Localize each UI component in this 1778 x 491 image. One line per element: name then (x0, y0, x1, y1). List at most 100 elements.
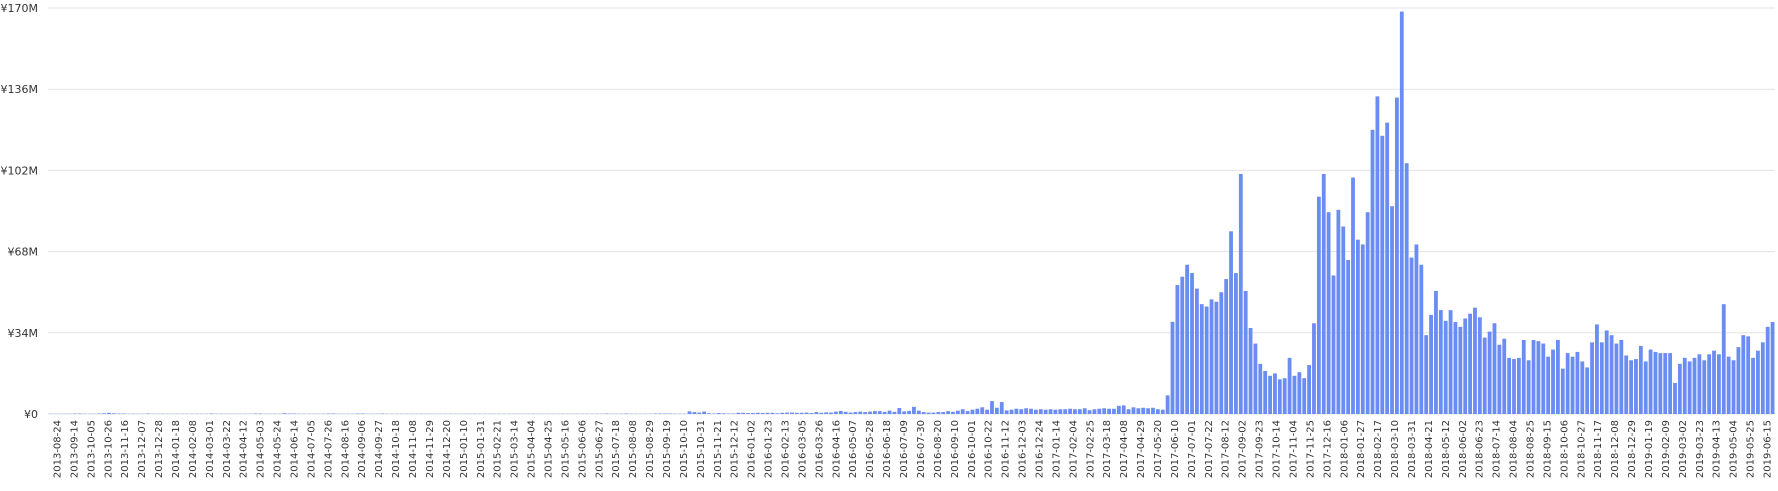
bar (966, 411, 970, 414)
x-tick-label: 2016-07-30 (916, 420, 927, 478)
bar (1678, 364, 1682, 414)
bar (1380, 136, 1384, 414)
x-tick-label: 2015-10-10 (679, 420, 690, 478)
x-tick-label: 2016-06-18 (882, 420, 893, 478)
bar (1658, 353, 1662, 414)
bar (1654, 352, 1658, 414)
bar (1254, 344, 1258, 414)
bar (1044, 410, 1048, 414)
bar (1151, 408, 1155, 414)
bar (1054, 410, 1058, 414)
bar (1205, 307, 1209, 414)
bar (951, 412, 955, 414)
x-tick-label: 2018-04-21 (1424, 420, 1435, 478)
bar (1468, 314, 1472, 414)
bar (985, 410, 989, 414)
bar (1302, 378, 1306, 414)
x-tick-label: 2018-02-17 (1373, 420, 1384, 478)
bar (1141, 408, 1145, 414)
bar (1366, 212, 1370, 414)
x-tick-label: 2015-11-21 (713, 420, 724, 478)
x-tick-label: 2014-01-18 (171, 420, 182, 478)
x-tick-label: 2016-02-13 (781, 420, 792, 478)
bar (1390, 206, 1394, 414)
bar (1722, 304, 1726, 414)
bar (717, 413, 721, 414)
bar (1610, 335, 1614, 414)
bar (1541, 344, 1545, 414)
bar (1517, 358, 1521, 414)
x-tick-label: 2018-03-31 (1407, 420, 1418, 478)
bar (1410, 258, 1414, 414)
bar (1332, 275, 1336, 414)
x-tick-label: 2014-12-20 (442, 420, 453, 478)
bar (1497, 345, 1501, 414)
bar (1771, 322, 1775, 414)
bar (1088, 410, 1092, 414)
x-tick-label: 2016-05-07 (848, 420, 859, 478)
x-tick-label: 2018-10-06 (1559, 420, 1570, 478)
bar (1663, 353, 1667, 414)
bar (1493, 323, 1497, 414)
x-tick-label: 2019-03-02 (1678, 420, 1689, 478)
bar (1263, 371, 1267, 414)
x-tick-label: 2016-10-22 (984, 420, 995, 478)
bar (971, 410, 975, 414)
bar (1034, 410, 1038, 414)
bar (1180, 277, 1184, 414)
bar (810, 413, 814, 414)
x-tick-label: 2017-04-29 (1136, 420, 1147, 478)
bar (1629, 360, 1633, 414)
bar (1385, 123, 1389, 414)
bar (1288, 358, 1292, 414)
x-tick-label: 2019-01-19 (1644, 420, 1655, 478)
bar (766, 413, 770, 414)
x-tick-label: 2016-05-28 (865, 420, 876, 478)
bar (1127, 409, 1131, 414)
x-tick-label: 2019-06-15 (1763, 420, 1774, 478)
x-tick-label: 2018-11-17 (1593, 420, 1604, 478)
bar (1005, 410, 1009, 414)
x-tick-label: 2019-05-25 (1746, 420, 1757, 478)
bar (1566, 353, 1570, 414)
y-tick-label: ¥136M (1, 83, 39, 96)
x-tick-label: 2015-05-16 (560, 420, 571, 478)
bar (746, 413, 750, 414)
bar (814, 412, 818, 414)
bar (1697, 354, 1701, 414)
bar (1527, 360, 1531, 414)
bar (1766, 327, 1770, 414)
bar (1063, 409, 1067, 414)
x-tick-label: 2015-09-19 (662, 420, 673, 478)
x-tick-label: 2014-09-27 (374, 420, 385, 478)
bar (853, 412, 857, 414)
bar (756, 413, 760, 414)
x-tick-label: 2015-01-31 (476, 420, 487, 478)
bar (1215, 302, 1219, 414)
bar (795, 413, 799, 414)
bar (1707, 354, 1711, 414)
bar (1556, 340, 1560, 414)
bar (1219, 292, 1223, 414)
bar (1502, 339, 1506, 414)
bar (1717, 354, 1721, 414)
bar (1346, 260, 1350, 414)
x-tick-label: 2016-03-05 (797, 420, 808, 478)
bar (800, 413, 804, 414)
y-tick-label: ¥102M (1, 164, 39, 177)
bar (741, 413, 745, 414)
bar (1634, 359, 1638, 414)
bar (1585, 367, 1589, 414)
x-tick-label: 2014-11-08 (408, 420, 419, 478)
bar (112, 413, 116, 414)
bar (946, 411, 950, 414)
x-tick-label: 2018-09-15 (1542, 420, 1553, 478)
bar (1673, 383, 1677, 414)
bar (790, 413, 794, 414)
bar (863, 412, 867, 414)
bar (961, 409, 965, 414)
x-tick-label: 2017-03-18 (1102, 420, 1113, 478)
x-tick-label: 2014-10-18 (391, 420, 402, 478)
bar (1312, 323, 1316, 414)
